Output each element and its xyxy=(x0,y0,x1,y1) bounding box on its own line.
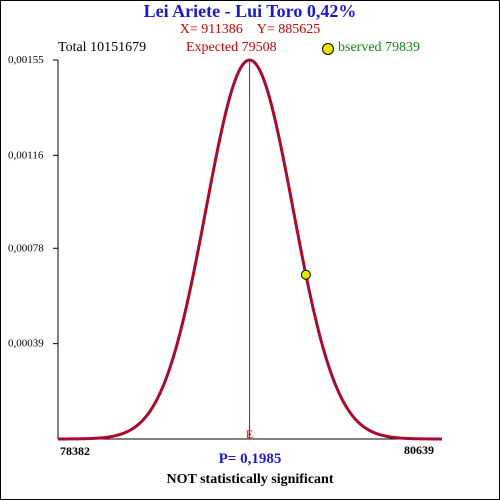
chart-title: Lei Ariete - Lui Toro 0,42% xyxy=(143,1,357,21)
observed-marker-icon xyxy=(322,43,334,55)
xy-values: X= 911386 Y= 885625 xyxy=(0,22,500,38)
stats-line: Total 10151679 Expected 79508 bserved 79… xyxy=(58,40,420,56)
significance-verdict: NOT statistically significant xyxy=(166,472,334,487)
observed-point xyxy=(300,269,311,280)
total-count: Total 10151679 xyxy=(58,40,147,55)
expected-count: Expected 79508 xyxy=(186,40,277,55)
expected-label: E xyxy=(246,427,253,441)
p-value: P= 0,1985 xyxy=(218,451,282,467)
y-tick-label: 0,00078 xyxy=(8,242,44,254)
y-value: Y= 885625 xyxy=(256,22,321,37)
x-value: X= 911386 xyxy=(179,22,243,37)
observed-count: bserved 79839 xyxy=(338,40,421,55)
y-tick-label: 0,00116 xyxy=(8,149,44,161)
y-tick-label: 0,00155 xyxy=(8,54,44,66)
x-tick-label: 78382 xyxy=(60,444,90,458)
y-tick-label: 0,00039 xyxy=(8,338,44,350)
x-tick-label: 80639 xyxy=(404,443,434,457)
